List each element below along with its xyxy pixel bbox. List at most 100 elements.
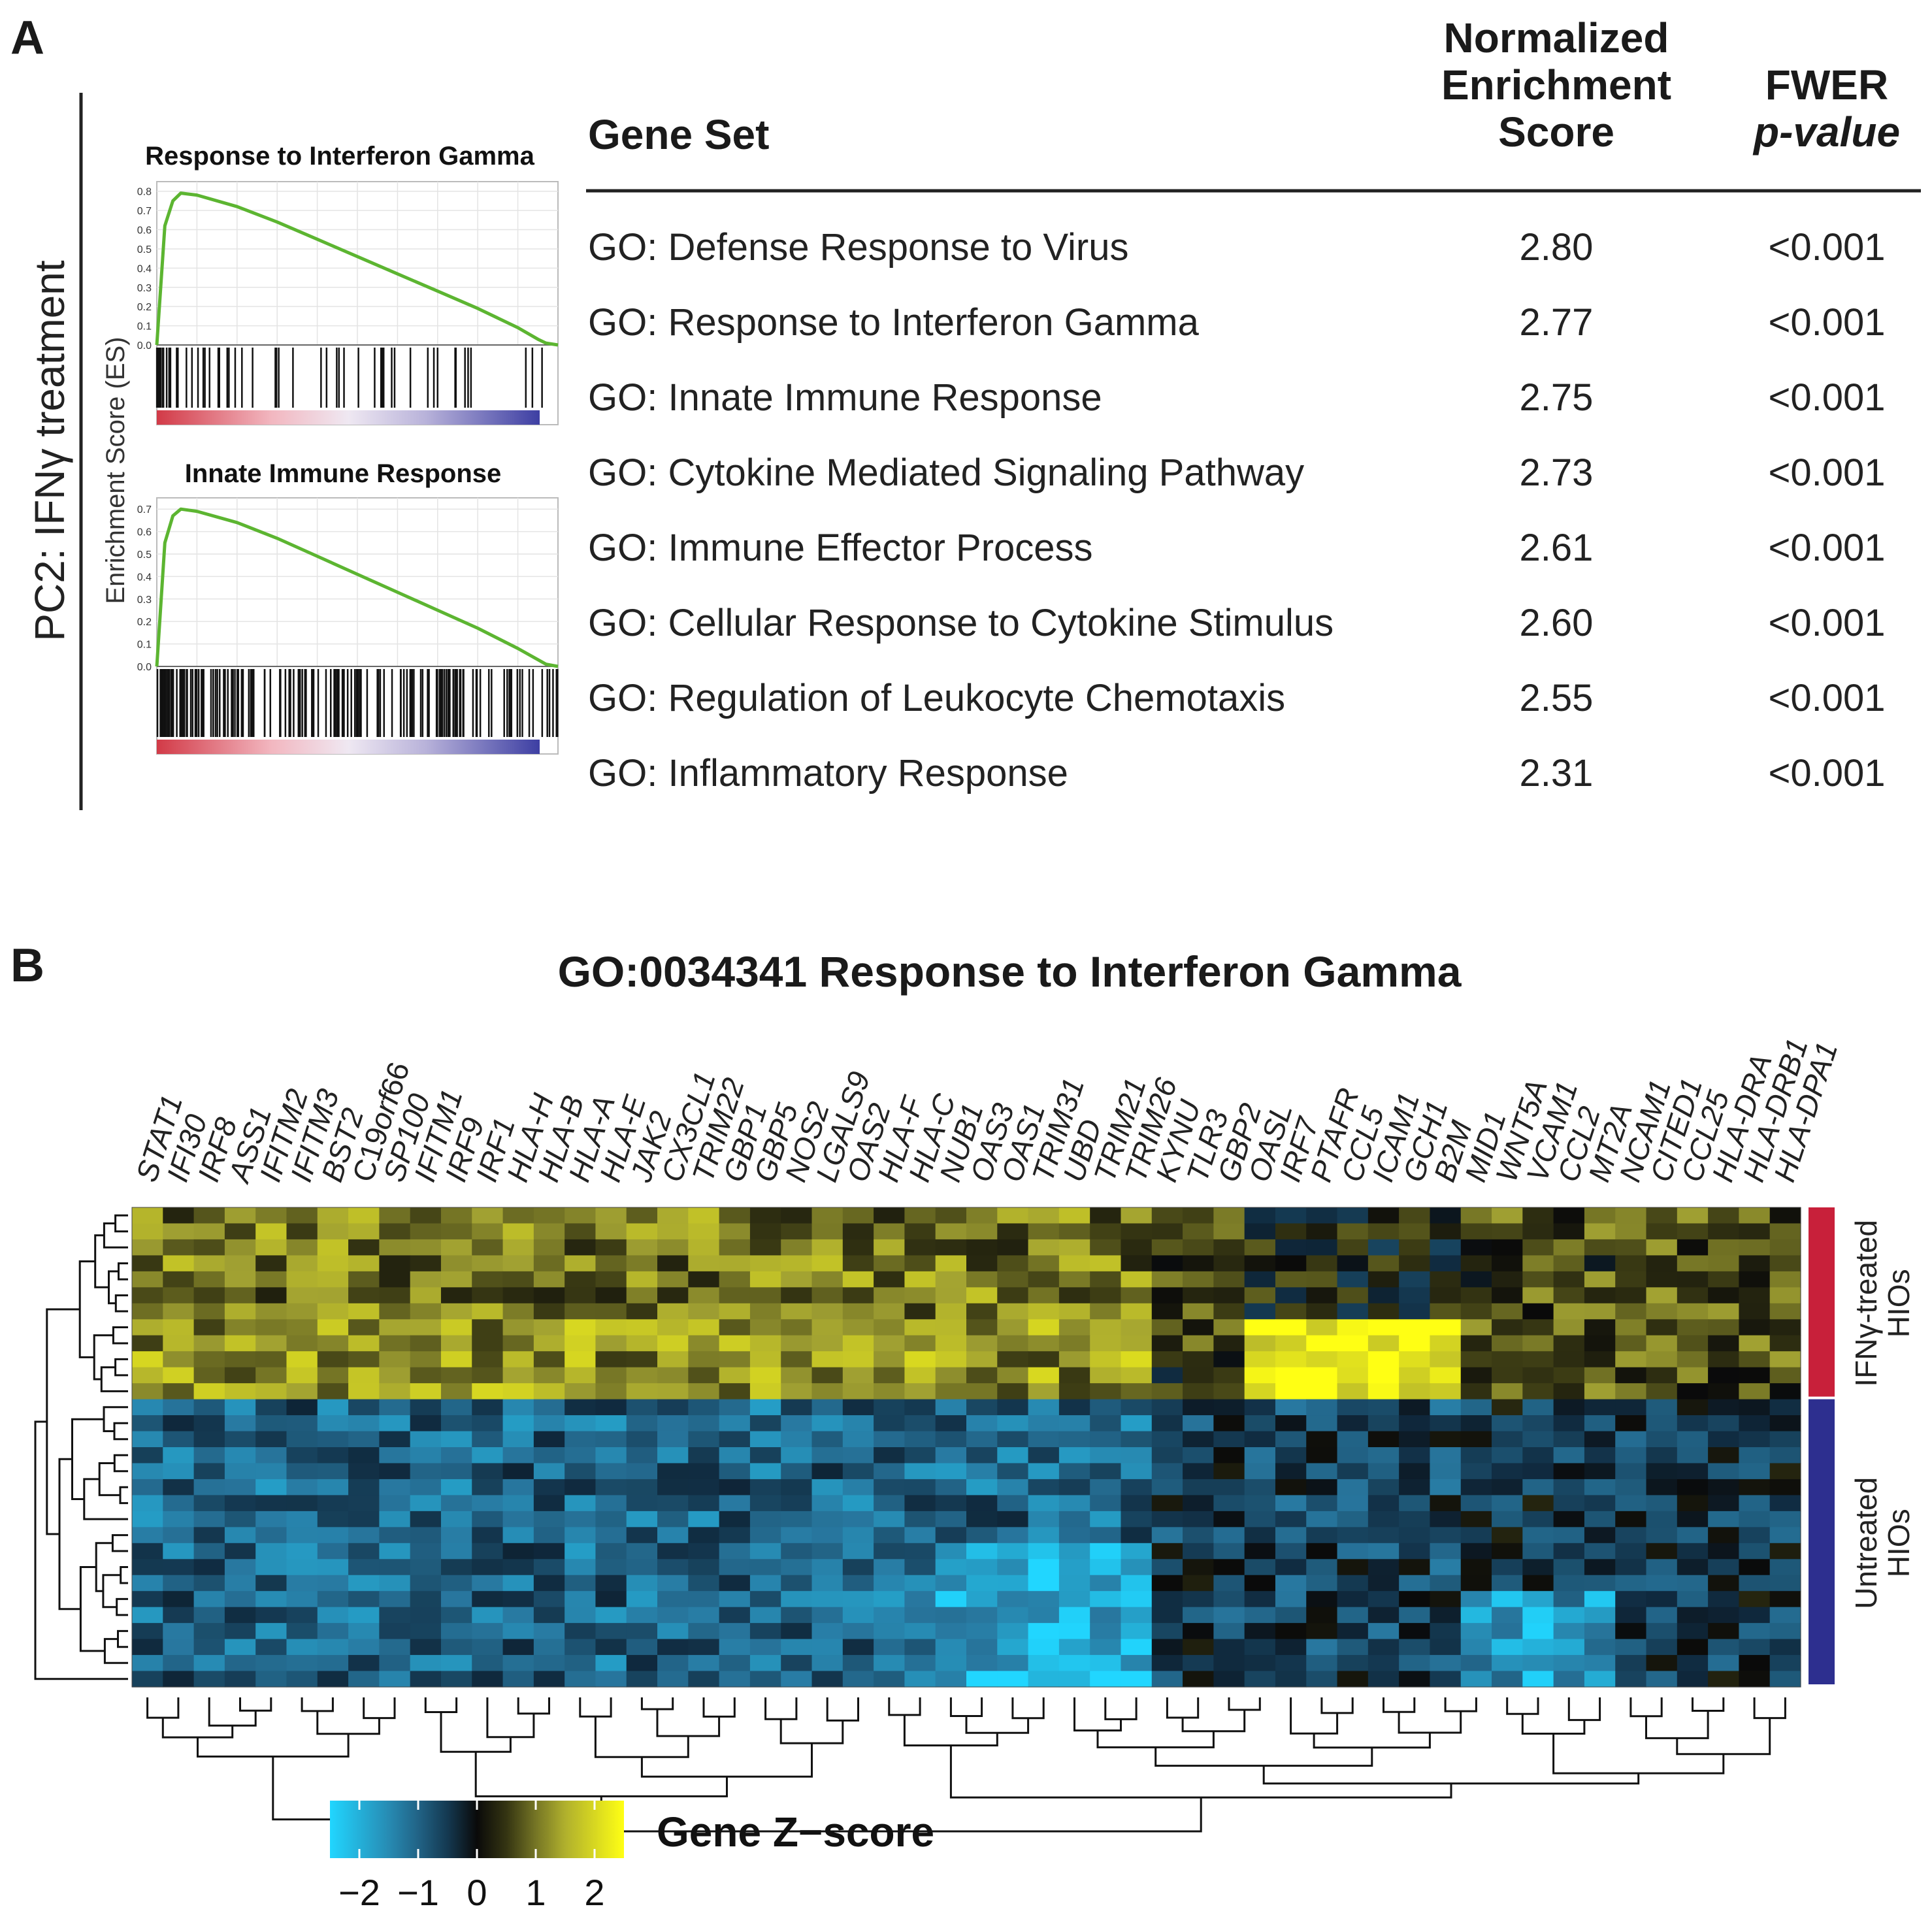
heatmap-cell [1244,1399,1276,1416]
heatmap-cell [1213,1319,1245,1336]
heatmap-cell [595,1319,627,1336]
heatmap-cell [1492,1511,1523,1528]
heatmap-cell [626,1607,658,1624]
heatmap-cell [688,1463,720,1480]
heatmap-cell [595,1591,627,1608]
heatmap-cell [193,1495,225,1512]
heatmap-cell [1028,1591,1060,1608]
heatmap-cell [132,1207,163,1224]
heatmap-cell [657,1255,689,1272]
heatmap-cell [688,1335,720,1352]
heatmap-cell [904,1607,936,1624]
heatmap-cell [749,1383,781,1400]
dendrogram-branch [34,1420,128,1680]
heatmap-cell [626,1303,658,1320]
heatmap-cell [379,1415,411,1432]
heatmap-cell [472,1607,504,1624]
heatmap-cell [626,1255,658,1272]
heatmap-cell [472,1367,504,1384]
heatmap-cell [286,1271,318,1288]
heatmap-cell [626,1351,658,1368]
heatmap-cell [502,1543,534,1560]
heatmap-cell [1306,1559,1338,1576]
heatmap-cell [348,1575,380,1592]
heatmap-cell [132,1543,163,1560]
heatmap-cell [379,1671,411,1688]
heatmap-cell [1553,1527,1585,1544]
heatmap-cell [1306,1271,1338,1288]
heatmap-cell [749,1303,781,1320]
heatmap-cell [966,1607,998,1624]
heatmap-cell [1058,1255,1090,1272]
heatmap-cell [1337,1367,1369,1384]
heatmap-cell [874,1335,906,1352]
heatmap-cell [224,1447,256,1464]
heatmap-cell [1244,1591,1276,1608]
heatmap-cell [533,1655,565,1672]
heatmap-cell [1584,1255,1616,1272]
heatmap-cell [348,1655,380,1672]
heatmap-cell [595,1575,627,1592]
heatmap-cell [348,1607,380,1624]
heatmap-cell [874,1255,906,1272]
dendrogram-branch [1104,1697,1138,1720]
heatmap-cell [966,1351,998,1368]
heatmap-cell [1399,1591,1431,1608]
heatmap-cell [719,1207,751,1224]
heatmap-cell [1708,1655,1740,1672]
heatmap-cell [317,1287,349,1304]
heatmap-cell [1306,1447,1338,1464]
heatmap-cell [1244,1431,1276,1448]
heatmap-cell [379,1559,411,1576]
heatmap-cell [565,1383,597,1400]
heatmap-cell [1615,1255,1647,1272]
heatmap-cell [163,1639,195,1656]
heatmap-cell [781,1207,813,1224]
heatmap-cell [410,1415,442,1432]
heatmap-cell [472,1351,504,1368]
gsea-ytick: 0.5 [137,244,152,255]
heatmap-cell [1522,1319,1554,1336]
heatmap-cell [595,1511,627,1528]
heatmap-cell [255,1511,287,1528]
heatmap-cell [719,1239,751,1256]
gene-set-name: GO: Defense Response to Virus [588,226,1128,269]
heatmap-cell [749,1623,781,1640]
heatmap-cell [1090,1463,1122,1480]
heatmap-cell [842,1575,874,1592]
heatmap-cell [657,1671,689,1688]
heatmap-cell [255,1655,287,1672]
heatmap-cell [1430,1223,1462,1240]
heatmap-cell [472,1383,504,1400]
heatmap-cell [348,1431,380,1448]
heatmap-cell [935,1303,967,1320]
heatmap-cell [1460,1399,1492,1416]
heatmap-cell [533,1495,565,1512]
heatmap-cell [163,1223,195,1240]
heatmap-cell [440,1255,472,1272]
heatmap-cell [440,1303,472,1320]
heatmap-cell [966,1447,998,1464]
heatmap-cell [997,1239,1029,1256]
heatmap-cell [842,1367,874,1384]
legend-tick-label: −1 [397,1872,439,1913]
heatmap-cell [1151,1207,1183,1224]
heatmap-cell [1151,1639,1183,1656]
heatmap-cell [1090,1527,1122,1544]
heatmap-cell [874,1655,906,1672]
heatmap-cell [132,1447,163,1464]
heatmap-cell [626,1527,658,1544]
heatmap-cell [379,1431,411,1448]
heatmap-cell [1492,1415,1523,1432]
heatmap-cell [348,1447,380,1464]
heatmap-cell [1213,1511,1245,1528]
heatmap-cell [842,1255,874,1272]
heatmap-cell [1677,1399,1709,1416]
heatmap-cell [317,1335,349,1352]
heatmap-cell [1337,1255,1369,1272]
heatmap-cell [193,1351,225,1368]
heatmap-cell [1183,1319,1214,1336]
heatmap-cell [781,1415,813,1432]
heatmap-cell [1430,1671,1462,1688]
heatmap-cell [1337,1399,1369,1416]
